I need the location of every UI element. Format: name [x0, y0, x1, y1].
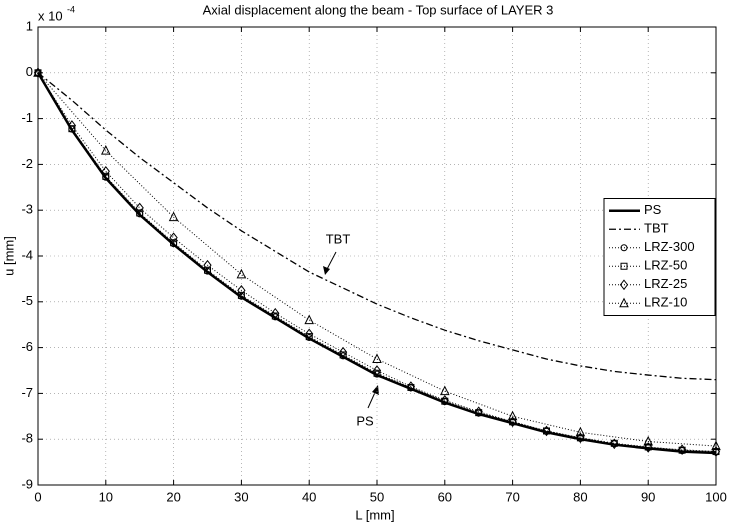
y-tick-label: 0: [26, 64, 33, 79]
marker: [136, 209, 144, 217]
y-multiplier: x 10: [38, 8, 63, 23]
y-multiplier-exponent: -4: [67, 4, 75, 14]
y-tick-label: -1: [21, 110, 33, 125]
y-tick-label: -6: [21, 339, 33, 354]
marker: [711, 440, 721, 451]
y-tick-label: -5: [21, 293, 33, 308]
legend-label: LRZ-10: [644, 295, 687, 310]
legend-label: LRZ-25: [644, 276, 687, 291]
x-tick-label: 10: [99, 489, 113, 504]
marker: [170, 239, 178, 247]
x-tick-label: 0: [34, 489, 41, 504]
marker: [100, 145, 111, 155]
marker: [203, 259, 212, 271]
marker: [101, 165, 110, 177]
marker: [619, 297, 629, 308]
y-tick-label: -4: [21, 247, 33, 262]
series-line: [37, 72, 717, 381]
marker: [372, 353, 382, 364]
marker: [305, 333, 313, 341]
y-tick-label: -2: [21, 156, 33, 171]
marker: [236, 268, 247, 279]
marker: [33, 67, 43, 79]
plot-frame: [37, 26, 717, 486]
marker: [204, 266, 211, 274]
marker: [169, 232, 178, 243]
chart-title: Axial displacement along the beam - Top …: [203, 2, 554, 17]
marker: [102, 172, 110, 180]
marker: [339, 351, 347, 359]
series-line: [37, 72, 717, 453]
marker: [507, 410, 518, 421]
legend-label: LRZ-300: [644, 239, 695, 254]
annotation: TBT: [326, 231, 351, 246]
marker: [338, 346, 348, 358]
marker: [575, 426, 586, 437]
legend-label: PS: [644, 202, 662, 217]
x-tick-label: 30: [234, 489, 248, 504]
marker: [372, 365, 382, 376]
marker: [135, 202, 144, 214]
marker: [406, 381, 416, 392]
x-tick-label: 20: [166, 489, 180, 504]
x-tick-label: 80: [573, 489, 587, 504]
marker: [67, 120, 77, 131]
x-tick-label: 40: [302, 489, 316, 504]
annotation-arrowhead: [372, 385, 379, 395]
legend: PS TBT LRZ-300 LRZ-50 LRZ-25 LRZ-10: [603, 198, 716, 316]
marker: [620, 244, 628, 252]
y-tick-label: 1: [26, 18, 33, 33]
x-tick-label: 50: [370, 489, 384, 504]
marker: [610, 438, 619, 450]
x-tick-label: 70: [505, 489, 519, 504]
marker: [677, 444, 687, 456]
marker: [304, 314, 315, 325]
legend-box: [603, 198, 716, 316]
marker: [33, 67, 43, 77]
marker: [440, 394, 449, 406]
marker: [237, 291, 245, 299]
marker: [644, 442, 653, 453]
y-tick-label: -8: [21, 431, 33, 446]
x-tick-label: 100: [705, 489, 727, 504]
marker: [271, 307, 280, 319]
marker: [373, 369, 381, 377]
marker: [474, 406, 483, 418]
x-tick-label: 60: [438, 489, 452, 504]
marker: [68, 125, 76, 133]
y-tick-label: -3: [21, 202, 33, 217]
marker: [439, 385, 450, 396]
marker: [643, 435, 654, 446]
y-tick-label: -7: [21, 385, 33, 400]
marker: [305, 328, 314, 340]
marker: [542, 425, 551, 437]
marker: [237, 285, 246, 296]
y-tick-label: -9: [21, 476, 33, 491]
marker: [620, 262, 628, 270]
marker: [619, 279, 629, 291]
legend-label: TBT: [644, 221, 669, 236]
annotation: PS: [356, 413, 374, 428]
annotation-arrowhead: [323, 266, 330, 275]
x-tick-label: 90: [641, 489, 655, 504]
series-line: [37, 72, 717, 453]
x-axis-label: L [mm]: [355, 507, 394, 522]
marker: [271, 312, 279, 320]
y-axis-label: u [mm]: [1, 236, 16, 276]
marker: [168, 211, 179, 222]
legend-label: LRZ-50: [644, 258, 687, 273]
